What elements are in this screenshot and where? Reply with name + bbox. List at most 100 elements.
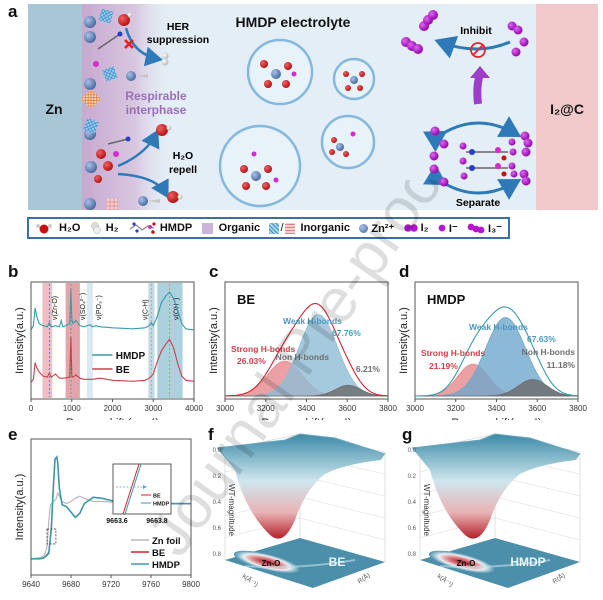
x-tick-label: 3200	[257, 404, 275, 413]
z-tick-label: 0.6	[213, 526, 222, 532]
z-tick-label: 0.0	[408, 448, 417, 454]
x-tick-label: 9720	[102, 580, 120, 589]
iodide-icon	[438, 224, 446, 232]
y-axis-label: Intensity(a.u.)	[14, 474, 26, 541]
legend-item-triiodide: I₃⁻	[467, 222, 502, 235]
band-label: ν(C-H)	[142, 299, 149, 320]
peak-name-label: Strong H-bonds	[231, 344, 295, 354]
x-tick-label: 3600	[338, 404, 356, 413]
x-tick-label: 3800	[569, 404, 587, 413]
grid-line	[299, 517, 386, 541]
zn-o-annotation: Zn-O	[457, 559, 476, 568]
x-tick-label: 3800	[379, 404, 397, 413]
hmdp-hbond-fit-chart: 3000 3200 3400 3600 3800 Raman shift(cm⁻¹) Int…	[398, 281, 587, 420]
peak-percent-label: 11.18%	[547, 360, 576, 370]
grid-line	[494, 517, 581, 541]
panel-label-a: a	[8, 2, 18, 21]
wavelet-hmdp-chart: 0.0 0.2 0.4 0.6 0.8 WT-magnitude k(Å⁻¹) R(Å) Zn-…	[408, 433, 581, 589]
peak-name-label: Non H-bonds	[276, 352, 330, 362]
inset-legend-label: HMDP	[153, 502, 170, 508]
inset-frame	[112, 463, 172, 515]
zn-o-annotation: Zn-O	[262, 559, 281, 568]
contour-floor	[420, 538, 580, 588]
x-tick-label: 9800	[182, 580, 200, 589]
y-axis-label: R(Å)	[356, 570, 372, 585]
legend-label: HMDP	[116, 351, 146, 362]
solvation-sheaths	[218, 38, 376, 208]
wt-surface	[217, 434, 385, 539]
z-tick-label: 0.4	[213, 500, 222, 506]
hydrogen-molecule-icon	[90, 222, 101, 234]
z-axis-label: WT-magnitude	[227, 484, 236, 537]
surface-rim	[411, 433, 581, 455]
legend-label-h2o: H₂O	[59, 222, 81, 234]
panel-label-d: d	[399, 262, 410, 281]
fit-envelope-line	[415, 306, 578, 397]
legend-label: BE	[116, 365, 130, 376]
cross-icon	[124, 39, 134, 49]
sample-label: BE	[329, 555, 346, 569]
peak-name-label: Weak H-bonds	[283, 316, 342, 326]
legend-item-i2: I₂	[403, 222, 429, 234]
iodine-icon	[403, 224, 418, 232]
hmdp-molecule-icon	[129, 222, 156, 234]
x-tick-label: 0	[29, 404, 34, 413]
inset-be-line	[122, 463, 140, 515]
raman-band	[65, 283, 80, 398]
peak-percent-label: 26.03%	[237, 356, 266, 366]
prohibit-icon	[470, 42, 486, 58]
raman-band	[42, 283, 53, 398]
x-tick-label: 2000	[104, 404, 122, 413]
repell-arrow-down	[117, 172, 169, 199]
zn-electrode	[28, 4, 82, 210]
y-axis-label: R(Å)	[551, 570, 567, 585]
legend-label-triiodide: I₃⁻	[488, 222, 502, 235]
iodide-cluster-top-right	[507, 21, 529, 57]
triiodide-icon	[467, 223, 485, 233]
series-line-hmdp	[30, 289, 195, 331]
schematic-panel: Zn I₂@C HMDP electrolyte Respirable inte…	[28, 4, 598, 210]
purple-up-arrow	[473, 72, 484, 105]
z-tick-label: 0.2	[408, 474, 417, 480]
chart-title: HMDP	[427, 292, 466, 307]
legend-label-inorganic: Inorganic	[300, 222, 351, 234]
x-axis-label: Raman shift (cm⁻¹)	[66, 417, 159, 420]
x-tick-label: 4000	[185, 404, 203, 413]
x-tick-label: 9680	[62, 580, 80, 589]
water-molecule-icon	[118, 14, 130, 26]
legend-label-zn: Zn²⁺	[371, 222, 395, 235]
inset-hmdp-line	[124, 463, 142, 515]
z-tick-label: 0.8	[213, 552, 222, 558]
peak-percent-label: 67.76%	[332, 328, 361, 338]
x-tick-label: 3200	[447, 404, 465, 413]
floor-contour-line	[439, 559, 551, 569]
x-axis-label: k(Å⁻¹)	[436, 571, 456, 588]
x-tick-label: 3400	[298, 404, 316, 413]
grid-line	[494, 496, 581, 519]
surface-rim	[216, 433, 386, 455]
y-axis-label: Intensity(a.u.)	[398, 307, 410, 374]
organic-swatch-icon	[201, 222, 213, 234]
y-axis-label: Intensity(a.u.)	[14, 307, 26, 374]
band-label: ν(PO₃⁻)	[96, 295, 103, 320]
band-label: ν(SO₄²⁻)	[80, 293, 87, 320]
fit-peak-area	[225, 384, 388, 397]
legend-bar: H₂O H₂ HMDP Organic / Inorganic Zn²⁺ I₂ …	[27, 217, 510, 239]
fit-peak-area	[415, 379, 578, 397]
peak-name-label: Non H-bonds	[522, 347, 576, 357]
x-tick-label: 3600	[528, 404, 546, 413]
z-tick-label: 0.8	[408, 552, 417, 558]
z-axis-label: WT-magnitude	[422, 484, 431, 537]
legend-label-i2: I₂	[420, 222, 429, 234]
peak-percent-label: 6.21%	[356, 364, 381, 374]
legend-item-iodide: I⁻	[438, 222, 458, 235]
hmdp-separated-complex	[466, 147, 508, 177]
raman-spectra-chart: ν(Zn-O) ν(SO₄²⁻) ν(PO₃⁻) ν(C-H) ν(OH⁻)0 1000 2…	[14, 281, 203, 420]
legend-item-hmdp: HMDP	[128, 221, 192, 235]
inset-x-tick-label: 9663.8	[146, 518, 168, 525]
inhibit-label: Inhibit	[460, 25, 492, 37]
repell-arrow-up	[117, 129, 160, 168]
raman-band	[86, 283, 93, 398]
hydrogen-molecule-icon	[161, 52, 169, 60]
z-tick-label: 0.6	[408, 526, 417, 532]
